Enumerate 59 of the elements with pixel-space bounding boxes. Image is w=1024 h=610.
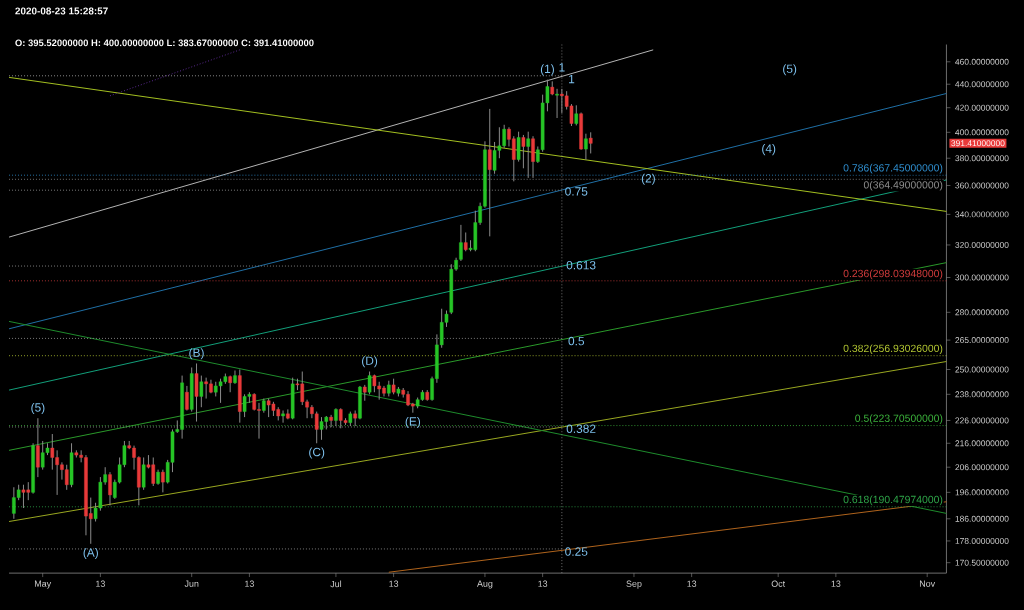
y-tick-label: 186.00000000 — [955, 515, 1009, 522]
ref-line-label: 0.786(367.45000000) — [843, 163, 943, 174]
x-tick-label: Aug — [477, 580, 493, 589]
y-tick-label: 320.00000000 — [955, 241, 1009, 248]
y-tick-label: 420.00000000 — [955, 104, 1009, 111]
y-tick-label: 360.00000000 — [955, 182, 1009, 189]
annotation: (1) — [540, 64, 554, 76]
ref-line-label: 0.5(223.70500000) — [855, 414, 943, 424]
y-tick-label: 400.00000000 — [955, 129, 1009, 136]
x-tick-label: 13 — [687, 580, 697, 587]
annotation: 0.382 — [566, 424, 596, 433]
y-tick-label: 340.00000000 — [955, 211, 1009, 218]
annotation: (D) — [362, 356, 378, 368]
x-tick-label: Nov — [919, 580, 936, 587]
annotation: 0.25 — [565, 547, 588, 556]
ref-line-label: 0(364.49000000) — [863, 180, 943, 191]
y-tick-label: 440.00000000 — [955, 81, 1009, 88]
annotation: 1 — [559, 63, 565, 72]
ref-line-label: 0.382(256.93026000) — [843, 344, 943, 354]
y-tick-label: 216.00000000 — [955, 440, 1009, 447]
chart-subtitle: O: 395.52000000 H: 400.00000000 L: 383.67000000 C: 391.41000000 — [15, 39, 314, 47]
annotation: (C) — [309, 447, 325, 459]
annotation: (2) — [641, 173, 655, 185]
annotation: 0.5 — [568, 336, 585, 346]
annotation: (4) — [762, 143, 776, 155]
annotation: 0.613 — [566, 260, 596, 270]
y-tick-label: 300.00000000 — [955, 274, 1009, 281]
y-tick-label: 250.00000000 — [955, 366, 1009, 373]
x-tick-label: 13 — [245, 580, 254, 587]
x-tick-label: May — [34, 580, 52, 589]
annotation: (A) — [83, 547, 98, 559]
y-tick-label: 238.00000000 — [955, 391, 1009, 398]
text: 391.41000000 — [951, 140, 1005, 147]
x-tick-label: 13 — [538, 580, 548, 587]
y-tick-label: 460.00000000 — [955, 58, 1009, 65]
annotation: (5) — [783, 64, 797, 76]
x-tick-label: Sep — [626, 580, 642, 589]
x-tick-label: Jul — [330, 580, 342, 587]
y-tick-label: 196.00000000 — [955, 489, 1009, 496]
y-tick-label: 280.00000000 — [955, 309, 1009, 316]
y-tick-label: 380.00000000 — [955, 155, 1009, 162]
chart-title: 2020-08-23 15:28:57 — [15, 7, 108, 15]
x-tick-label: 13 — [96, 580, 105, 587]
y-tick-label: 226.00000000 — [955, 417, 1009, 424]
ref-line-label: 0.236(298.03948000) — [843, 269, 943, 280]
x-tick-label: 13 — [389, 580, 399, 587]
annotation: (5) — [31, 402, 45, 414]
x-tick-label: Oct — [771, 580, 786, 587]
annotation: (E) — [405, 416, 421, 428]
y-tick-label: 170.50000000 — [955, 559, 1009, 566]
ref-line-label: 0.618(190.47974000) — [843, 495, 943, 506]
x-tick-label: 13 — [831, 580, 841, 587]
annotation: 1 — [569, 74, 575, 84]
annotation: 0.75 — [565, 187, 588, 196]
y-tick-label: 265.00000000 — [955, 336, 1009, 343]
x-tick-label: Jun — [184, 580, 199, 587]
y-tick-label: 206.00000000 — [955, 464, 1009, 471]
y-tick-label: 178.00000000 — [955, 537, 1009, 544]
annotation: (B) — [189, 348, 204, 360]
